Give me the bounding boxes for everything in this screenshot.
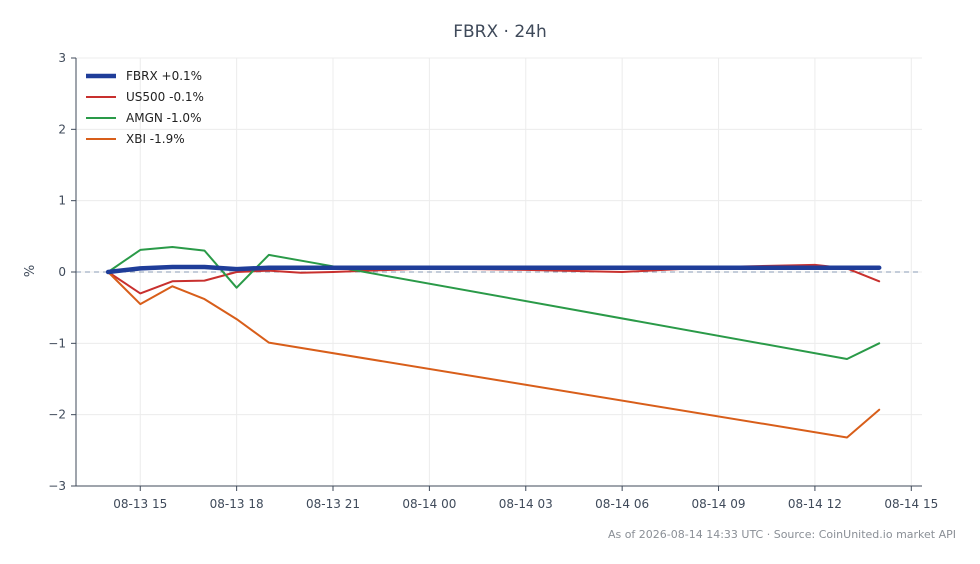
y-tick-label: −3: [48, 479, 66, 493]
x-tick-label: 08-13 18: [210, 497, 264, 511]
series-line-fbrx: [105, 264, 882, 275]
y-axis-label: %: [23, 265, 38, 277]
legend: FBRX +0.1% US500 -0.1% AMGN -1.0% XBI -1.9%: [86, 69, 204, 146]
series-line-xbi: [107, 271, 881, 439]
chart-title: FBRX · 24h: [453, 22, 547, 42]
series-line-amgn: [107, 246, 881, 360]
y-tick-label: 2: [58, 122, 66, 136]
y-tick-label: 0: [58, 265, 66, 279]
x-tick-label: 08-14 09: [692, 497, 746, 511]
x-tick-label: 08-14 15: [884, 497, 938, 511]
footer-source: As of 2026-08-14 14:33 UTC · Source: Coi…: [608, 528, 956, 541]
x-tick-label: 08-14 06: [595, 497, 649, 511]
y-tick-label: −1: [48, 336, 66, 350]
legend-label-amgn: AMGN -1.0%: [126, 111, 201, 125]
legend-label-us500: US500 -0.1%: [126, 90, 204, 104]
x-tick-label: 08-14 00: [402, 497, 456, 511]
series-group: [105, 246, 882, 439]
y-ticks: 3 2 1 0 −1 −2 −3: [48, 51, 76, 493]
y-tick-label: 1: [58, 194, 66, 208]
legend-label-xbi: XBI -1.9%: [126, 132, 185, 146]
x-tick-label: 08-13 15: [113, 497, 167, 511]
y-tick-label: −2: [48, 408, 66, 422]
x-ticks: 08-13 15 08-13 18 08-13 21 08-14 00 08-14 03…: [113, 486, 938, 511]
y-tick-label: 3: [58, 51, 66, 65]
x-tick-label: 08-14 12: [788, 497, 842, 511]
legend-label-fbrx: FBRX +0.1%: [126, 69, 202, 83]
x-tick-label: 08-13 21: [306, 497, 360, 511]
x-tick-label: 08-14 03: [499, 497, 553, 511]
